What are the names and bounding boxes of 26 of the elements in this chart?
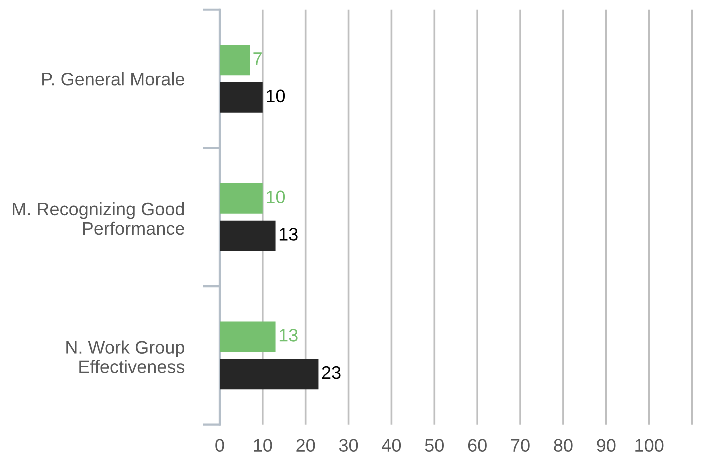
data-label: 13: [280, 329, 298, 342]
bar: [220, 82, 263, 113]
x-tick-label: 50: [425, 439, 444, 452]
x-tick-label: 70: [511, 439, 530, 452]
data-label: 13: [280, 228, 298, 241]
y-tick-label: M. Recognizing Good Performance: [13, 202, 184, 236]
bar: [220, 183, 263, 214]
x-tick-label: 10: [254, 439, 272, 452]
bar: [220, 359, 319, 390]
x-tick-label: 80: [554, 439, 573, 452]
data-label: 7: [254, 52, 262, 66]
data-label: 10: [267, 90, 286, 103]
x-tick-label: 20: [296, 439, 316, 452]
bar: [220, 220, 276, 252]
bar: [220, 322, 276, 352]
data-label: 23: [322, 366, 341, 380]
x-tick-label: 0: [216, 439, 224, 452]
x-tick-label: 90: [597, 439, 616, 452]
y-tick-label: N. Work Group Effectiveness: [66, 340, 185, 374]
data-label: 10: [267, 190, 286, 204]
y-tick-label: P. General Morale: [42, 72, 184, 86]
x-tick-label: 30: [339, 439, 358, 452]
bar: [220, 45, 250, 76]
x-tick-label: 100: [636, 439, 664, 452]
x-tick-label: 60: [468, 439, 487, 452]
x-tick-label: 40: [382, 439, 402, 452]
